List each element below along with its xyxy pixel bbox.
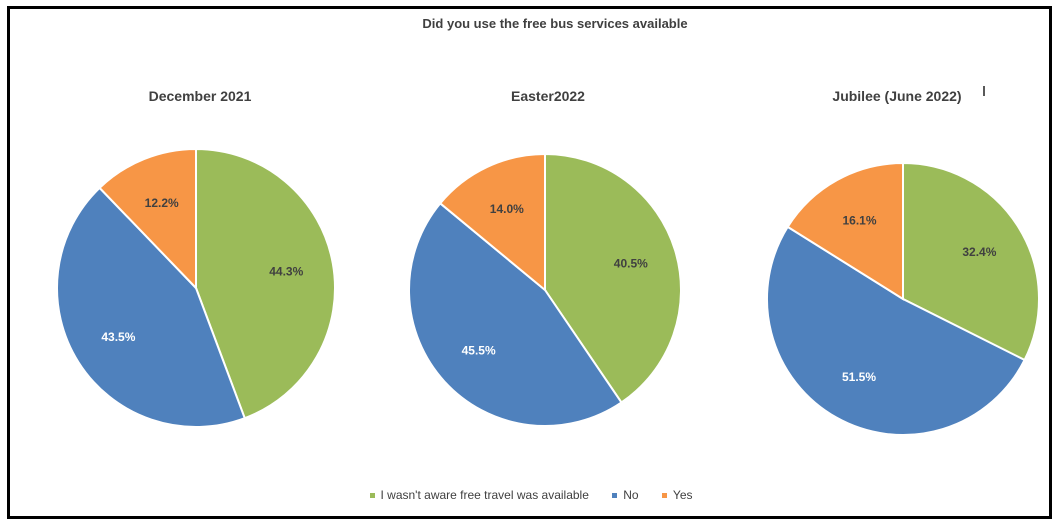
data-label-no: 51.5%: [842, 370, 876, 384]
legend-item-yes: Yes: [661, 488, 693, 502]
chart-title: Did you use the free bus services availa…: [422, 16, 688, 31]
legend-item-no: No: [612, 488, 639, 502]
pie-slice-yes: [98, 147, 197, 291]
pie-title-jubilee-june-2022: Jubilee (June 2022): [832, 88, 962, 104]
data-label-unaware: 40.5%: [614, 257, 648, 271]
pie-slice-no: [408, 201, 623, 427]
legend-item-unaware: I wasn't aware free travel was available: [369, 488, 589, 502]
legend-label-no: No: [623, 488, 639, 502]
pie-slice-no: [56, 186, 247, 428]
data-label-no: 43.5%: [101, 330, 135, 344]
data-label-unaware: 32.4%: [962, 245, 996, 259]
pie-slice-no: [765, 225, 1026, 436]
pie-slice-unaware: [544, 152, 682, 404]
legend-label-unaware: I wasn't aware free travel was available: [380, 488, 589, 502]
data-label-yes: 16.1%: [842, 213, 876, 227]
data-label-unaware: 44.3%: [269, 265, 303, 279]
data-label-yes: 12.2%: [145, 196, 179, 210]
pie-slice-unaware: [902, 161, 1040, 362]
legend-marker-unaware: [369, 493, 375, 499]
legend-marker-no: [612, 493, 618, 499]
data-label-yes: 14.0%: [490, 202, 524, 216]
legend-marker-yes: [661, 493, 667, 499]
pie-slice-yes: [438, 152, 546, 293]
pie-slice-yes: [786, 161, 904, 301]
pie-slice-unaware: [195, 147, 336, 420]
pie-title-december-2021: December 2021: [148, 88, 252, 104]
data-label-no: 45.5%: [462, 343, 496, 357]
legend: I wasn't aware free travel was available…: [0, 488, 1062, 502]
title-edge-mark: [983, 86, 985, 96]
legend-label-yes: Yes: [672, 488, 693, 502]
pie-title-easter-2022: Easter2022: [511, 88, 585, 104]
